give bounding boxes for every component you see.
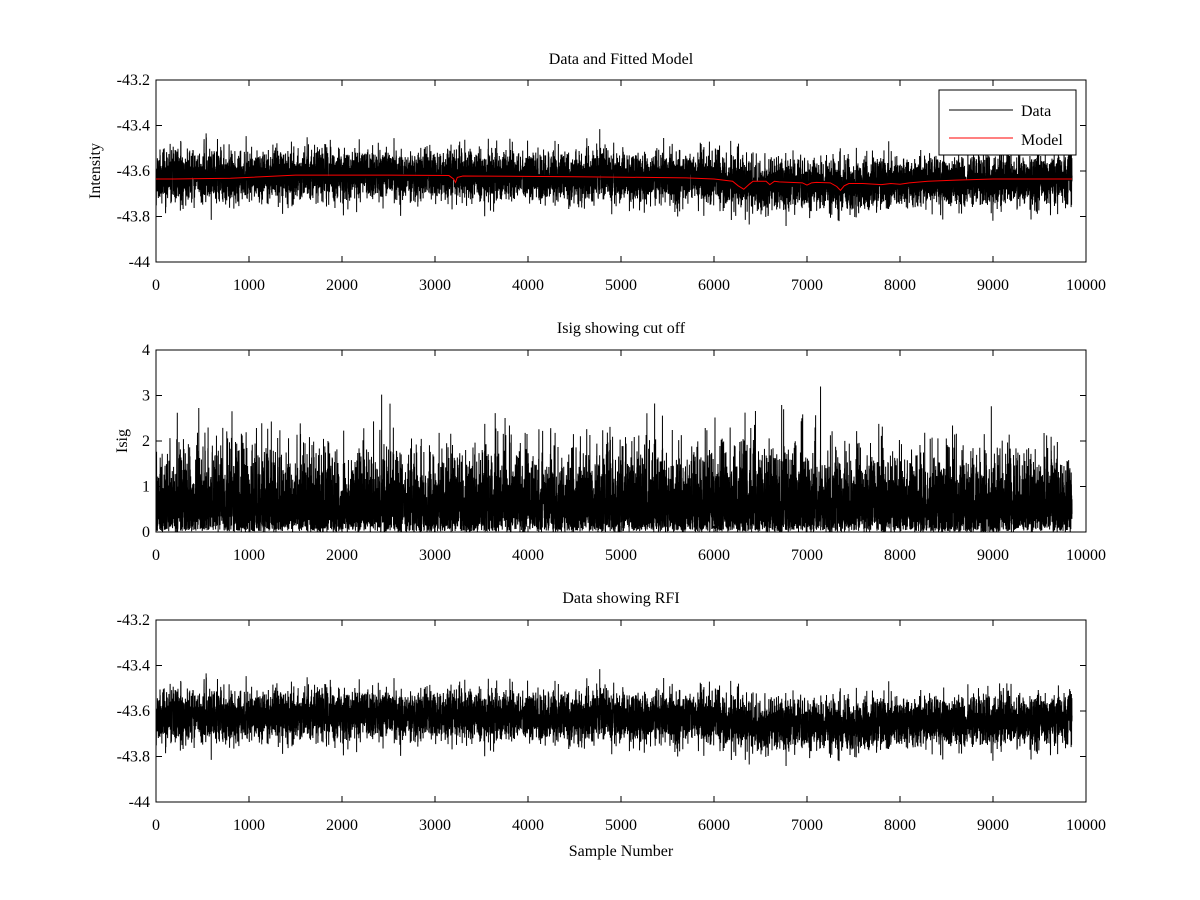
legend-label-model: Model: [1021, 132, 1063, 149]
x-tick-label: 7000: [791, 547, 823, 564]
x-tick-label: 3000: [419, 817, 451, 834]
x-tick-label: 3000: [419, 547, 451, 564]
chart-title: Data showing RFI: [562, 590, 679, 607]
chart-title: Data and Fitted Model: [549, 51, 694, 68]
x-tick-label: 10000: [1066, 817, 1106, 834]
y-tick-label: -44: [129, 254, 150, 271]
x-tick-label: 8000: [884, 547, 916, 564]
x-tick-label: 1000: [233, 547, 265, 564]
x-tick-label: 6000: [698, 277, 730, 294]
x-tick-label: 6000: [698, 547, 730, 564]
x-tick-label: 2000: [326, 547, 358, 564]
x-tick-label: 10000: [1066, 277, 1106, 294]
x-tick-label: 2000: [326, 817, 358, 834]
y-tick-label: -43.2: [117, 612, 150, 629]
series-line-data: [155, 129, 1073, 227]
chart-title: Isig showing cut off: [557, 320, 686, 337]
series-layer: [155, 129, 1073, 227]
x-tick-label: 7000: [791, 277, 823, 294]
x-tick-label: 0: [152, 277, 160, 294]
y-tick-label: -43.4: [117, 658, 150, 675]
x-tick-label: 7000: [791, 817, 823, 834]
x-tick-label: 9000: [977, 547, 1009, 564]
ticks-layer: 0 1000 2000 3000 4000 5000 6000 7000 8000 9000 100…: [117, 612, 1106, 834]
y-axis-label: Isig: [114, 429, 131, 453]
x-tick-label: 10000: [1066, 547, 1106, 564]
series-line-isig: [155, 669, 1073, 767]
panel-isig: 0 1000 2000 3000 4000 5000 6000 7000 8000 9000 100…: [114, 320, 1106, 564]
x-tick-label: 9000: [977, 817, 1009, 834]
series-layer: [155, 669, 1073, 767]
y-tick-label: -44: [129, 794, 150, 811]
series-line-model: [156, 174, 1073, 192]
y-tick-label: -43.8: [117, 209, 150, 226]
x-tick-label: 1000: [233, 277, 265, 294]
y-tick-label: -43.6: [117, 703, 150, 720]
series-layer: [155, 386, 1073, 533]
y-tick-label: -43.6: [117, 163, 150, 180]
legend: Data Model: [938, 89, 1077, 156]
y-tick-label: 1: [142, 479, 150, 496]
x-tick-label: 1000: [233, 817, 265, 834]
x-tick-label: 4000: [512, 817, 544, 834]
y-tick-label: 3: [142, 388, 150, 405]
series-line-isig: [155, 386, 1073, 533]
y-tick-label: -43.2: [117, 72, 150, 89]
x-tick-label: 5000: [605, 277, 637, 294]
x-axis-label: Sample Number: [569, 843, 674, 860]
legend-box: [938, 89, 1077, 156]
x-tick-label: 0: [152, 547, 160, 564]
ticks-layer: 0 1000 2000 3000 4000 5000 6000 7000 8000 9000 100…: [117, 72, 1106, 294]
ticks-layer: 0 1000 2000 3000 4000 5000 6000 7000 8000 9000 100…: [142, 342, 1106, 564]
panel-data-rfi: 0 1000 2000 3000 4000 5000 6000 7000 8000 9000 100…: [117, 590, 1106, 860]
x-tick-label: 5000: [605, 547, 637, 564]
x-tick-label: 5000: [605, 817, 637, 834]
x-tick-label: 3000: [419, 277, 451, 294]
x-tick-label: 8000: [884, 817, 916, 834]
y-tick-label: -43.8: [117, 749, 150, 766]
y-tick-label: 2: [142, 433, 150, 450]
y-tick-label: -43.4: [117, 118, 150, 135]
x-tick-label: 6000: [698, 817, 730, 834]
x-tick-label: 4000: [512, 277, 544, 294]
x-tick-label: 9000: [977, 277, 1009, 294]
x-tick-label: 0: [152, 817, 160, 834]
y-tick-label: 0: [142, 524, 150, 541]
panel-data-and-model: 0 1000 2000 3000 4000 5000 6000 7000 8000 9000 100…: [87, 51, 1106, 294]
y-axis-label: Intensity: [87, 143, 104, 199]
x-tick-label: 8000: [884, 277, 916, 294]
y-tick-label: 4: [142, 342, 150, 359]
x-tick-label: 2000: [326, 277, 358, 294]
legend-label-data: Data: [1021, 103, 1051, 120]
x-tick-label: 4000: [512, 547, 544, 564]
